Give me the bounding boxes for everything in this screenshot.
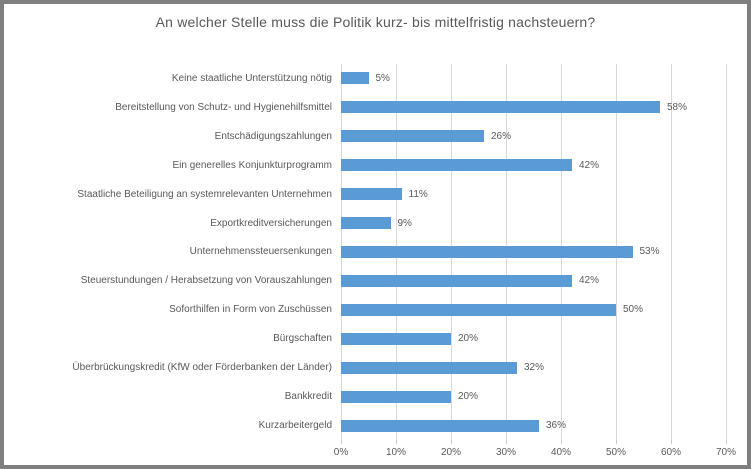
value-label: 20%: [458, 333, 479, 345]
bar: [341, 217, 391, 230]
category-label: Keine staatliche Unterstützung nötig: [171, 72, 332, 84]
x-tick-label: 50%: [605, 447, 627, 458]
bar-row: Entschädigungszahlungen 26%: [4, 122, 726, 151]
bar-track: 42%: [341, 266, 726, 295]
bar: [341, 72, 369, 85]
bar-row: Kurzarbeitergeld 36%: [4, 411, 726, 440]
value-label: 20%: [458, 391, 479, 403]
bar: [341, 361, 517, 374]
value-label: 5%: [375, 72, 390, 84]
x-tick-label: 40%: [550, 447, 572, 458]
bar-row: Soforthilfen in Form von Zuschüssen 50%: [4, 295, 726, 324]
value-label: 42%: [579, 159, 600, 171]
value-label: 50%: [623, 304, 644, 316]
category-label: Kurzarbeitergeld: [258, 420, 332, 432]
bar-track: 26%: [341, 122, 726, 151]
bar-row: Ein generelles Konjunkturprogramm 42%: [4, 151, 726, 180]
category-label: Bereitstellung von Schutz- und Hygienehi…: [115, 101, 332, 113]
category-label: Bankkredit: [284, 391, 332, 403]
x-tick-label: 10%: [385, 447, 407, 458]
category-label: Exportkreditversicherungen: [210, 217, 332, 229]
bar: [341, 390, 451, 403]
x-tick-label: 30%: [495, 447, 517, 458]
category-label: Staatliche Beteiligung an systemrelevant…: [77, 188, 332, 200]
x-axis-tick: [615, 440, 617, 444]
x-axis-tick: [725, 440, 727, 444]
value-label: 36%: [546, 420, 567, 432]
category-label: Soforthilfen in Form von Zuschüssen: [169, 304, 332, 316]
gridline: [725, 64, 727, 440]
bar: [341, 159, 572, 172]
bar-track: 58%: [341, 93, 726, 122]
x-axis-tick: [450, 440, 452, 444]
x-axis-tick: [560, 440, 562, 444]
value-label: 11%: [408, 188, 428, 200]
category-label: Unternehmenssteuersenkungen: [189, 246, 332, 258]
bar-row: Keine staatliche Unterstützung nötig 5%: [4, 64, 726, 93]
bar: [341, 419, 539, 432]
bar-track: 36%: [341, 411, 726, 440]
x-axis-tick: [340, 440, 342, 444]
bar: [341, 303, 616, 316]
bar-row: Unternehmenssteuersenkungen 53%: [4, 238, 726, 267]
value-label: 26%: [491, 130, 512, 142]
bar-track: 20%: [341, 382, 726, 411]
bar-row: Überbrückungskredit (KfW oder Förderbank…: [4, 353, 726, 382]
x-axis-tick: [395, 440, 397, 444]
bar-track: 11%: [341, 180, 726, 209]
category-label: Bürgschaften: [273, 333, 332, 345]
x-axis-tick: [670, 440, 672, 444]
chart-title: An welcher Stelle muss die Politik kurz-…: [155, 14, 596, 30]
bar-track: 5%: [341, 64, 726, 93]
bar-row: Exportkreditversicherungen 9%: [4, 209, 726, 238]
bar-row: Bereitstellung von Schutz- und Hygienehi…: [4, 93, 726, 122]
x-tick-label: 70%: [715, 447, 737, 458]
bar: [341, 332, 451, 345]
bar-track: 32%: [341, 353, 726, 382]
bar-track: 50%: [341, 295, 726, 324]
gridline: [670, 64, 672, 440]
x-axis-tick: [505, 440, 507, 444]
x-tick-label: 20%: [440, 447, 462, 458]
bar-track: 53%: [341, 238, 726, 267]
bar: [341, 101, 660, 114]
x-axis: 0% 10% 20% 30% 40% 50% 60% 70%: [334, 440, 736, 464]
bar: [341, 130, 484, 143]
value-label: 53%: [639, 246, 660, 258]
bar-row: Bankkredit 20%: [4, 382, 726, 411]
bar-track: 42%: [341, 151, 726, 180]
category-label: Ein generelles Konjunkturprogramm: [172, 159, 332, 171]
value-label: 58%: [666, 101, 687, 113]
bar: [341, 274, 572, 287]
x-tick-label: 60%: [660, 447, 682, 458]
value-label: 9%: [397, 217, 412, 229]
bar: [341, 188, 402, 201]
bar-row: Staatliche Beteiligung an systemrelevant…: [4, 180, 726, 209]
bar-row: Steuerstundungen / Herabsetzung von Vora…: [4, 266, 726, 295]
bar-track: 9%: [341, 209, 726, 238]
category-label: Steuerstundungen / Herabsetzung von Vora…: [80, 275, 332, 287]
bar: [341, 245, 633, 258]
value-label: 32%: [524, 362, 545, 374]
value-label: 42%: [579, 275, 600, 287]
x-tick-label: 0%: [333, 447, 349, 458]
bar-track: 20%: [341, 324, 726, 353]
bar-row: Bürgschaften 20%: [4, 324, 726, 353]
category-label: Überbrückungskredit (KfW oder Förderbank…: [72, 362, 332, 374]
category-label: Entschädigungszahlungen: [214, 130, 332, 142]
bar-chart: Keine staatliche Unterstützung nötig 5% Be…: [4, 64, 726, 440]
